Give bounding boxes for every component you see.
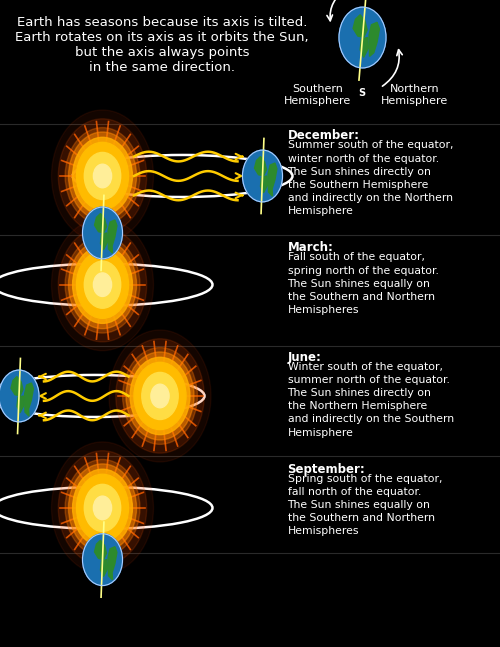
Circle shape: [151, 384, 169, 408]
Circle shape: [130, 357, 190, 435]
Circle shape: [242, 150, 282, 202]
Text: Winter south of the equator,
summer north of the equator.
The Sun shines directl: Winter south of the equator, summer nort…: [288, 362, 454, 437]
Circle shape: [76, 474, 128, 542]
Circle shape: [52, 219, 154, 351]
Polygon shape: [353, 15, 367, 38]
Circle shape: [84, 153, 120, 199]
Text: December:: December:: [288, 129, 360, 142]
Circle shape: [68, 132, 136, 220]
Circle shape: [72, 137, 132, 215]
Circle shape: [109, 330, 211, 462]
Text: Northern
Hemisphere: Northern Hemisphere: [382, 84, 448, 105]
Text: September:: September:: [288, 463, 365, 476]
Circle shape: [58, 119, 146, 233]
Circle shape: [52, 442, 154, 574]
Text: S: S: [358, 88, 365, 98]
Circle shape: [126, 352, 194, 440]
Circle shape: [72, 246, 132, 324]
Polygon shape: [108, 220, 117, 253]
Circle shape: [72, 469, 132, 547]
Text: March:: March:: [288, 241, 334, 254]
Circle shape: [84, 261, 120, 308]
Polygon shape: [360, 38, 368, 58]
Polygon shape: [94, 214, 106, 233]
Circle shape: [122, 347, 198, 444]
Circle shape: [65, 459, 140, 556]
Circle shape: [84, 485, 120, 531]
Circle shape: [142, 373, 178, 419]
Circle shape: [134, 362, 186, 430]
Polygon shape: [94, 540, 106, 560]
Polygon shape: [100, 560, 107, 576]
Text: Earth has seasons because its axis is tilted.
Earth rotates on its axis as it or: Earth has seasons because its axis is ti…: [15, 16, 308, 74]
Circle shape: [76, 251, 128, 318]
Polygon shape: [17, 396, 24, 413]
Circle shape: [116, 339, 204, 453]
Polygon shape: [254, 157, 266, 176]
Polygon shape: [24, 383, 34, 416]
Polygon shape: [268, 163, 277, 196]
Circle shape: [68, 464, 136, 552]
Circle shape: [65, 236, 140, 333]
Circle shape: [82, 207, 122, 259]
Circle shape: [58, 228, 146, 342]
Polygon shape: [369, 23, 380, 56]
Text: Fall south of the equator,
spring north of the equator.
The Sun shines equally o: Fall south of the equator, spring north …: [288, 252, 438, 315]
Text: Southern
Hemisphere: Southern Hemisphere: [284, 84, 351, 105]
Circle shape: [0, 370, 39, 422]
Circle shape: [52, 110, 154, 242]
Circle shape: [76, 142, 128, 210]
Polygon shape: [260, 176, 268, 193]
Text: Summer south of the equator,
winter north of the equator.
The Sun shines directl: Summer south of the equator, winter nort…: [288, 140, 453, 216]
Circle shape: [58, 451, 146, 565]
Circle shape: [82, 534, 122, 586]
Circle shape: [65, 127, 140, 225]
Polygon shape: [100, 233, 107, 250]
Circle shape: [68, 241, 136, 329]
Text: Spring south of the equator,
fall north of the equator.
The Sun shines equally o: Spring south of the equator, fall north …: [288, 474, 442, 536]
Circle shape: [94, 496, 112, 520]
Polygon shape: [108, 547, 117, 580]
Text: June:: June:: [288, 351, 322, 364]
Polygon shape: [11, 377, 23, 396]
Circle shape: [339, 7, 386, 68]
Circle shape: [94, 164, 112, 188]
Circle shape: [94, 273, 112, 296]
